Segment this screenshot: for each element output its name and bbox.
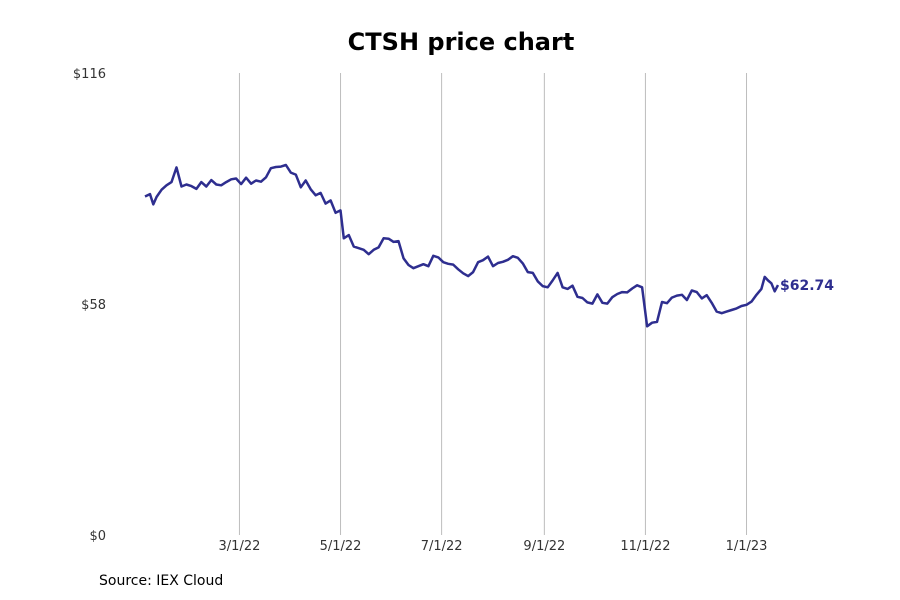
x-axis-ticks: 3/1/22 5/1/22 7/1/22 9/1/22 11/1/22 1/1/23 <box>219 539 768 554</box>
x-tick-label: 11/1/22 <box>620 539 670 554</box>
x-tick-label: 1/1/23 <box>726 539 768 554</box>
y-axis-ticks: $116 $58 $0 <box>73 67 106 544</box>
chart-title: CTSH price chart <box>347 28 575 56</box>
source-note: Source: IEX Cloud <box>99 573 224 589</box>
last-price-label: $62.74 <box>780 278 834 294</box>
y-tick-label: $0 <box>89 529 106 544</box>
x-tick-label: 7/1/22 <box>421 539 463 554</box>
price-series-line <box>144 163 780 328</box>
x-tick-label: 9/1/22 <box>523 539 565 554</box>
x-tick-label: 3/1/22 <box>219 539 261 554</box>
y-tick-label: $116 <box>73 67 106 82</box>
x-tick-label: 5/1/22 <box>320 539 362 554</box>
y-tick-label: $58 <box>81 298 106 313</box>
gridlines <box>238 73 748 535</box>
